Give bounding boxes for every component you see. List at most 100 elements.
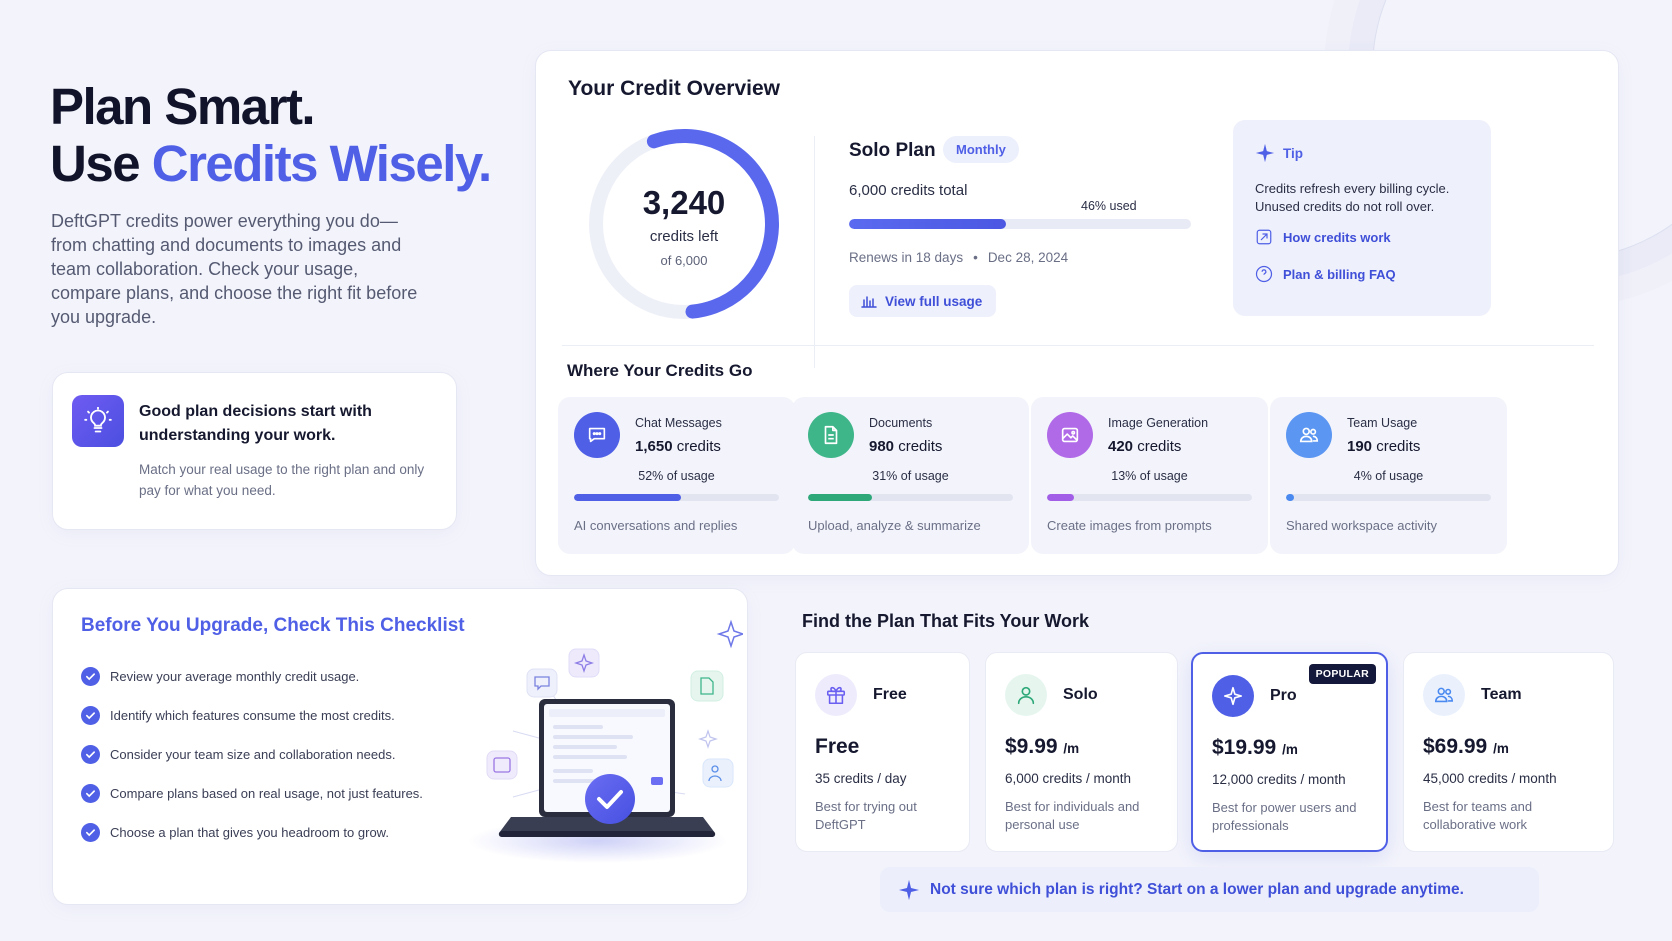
checklist-item: Consider your team size and collaboratio…	[81, 745, 395, 764]
usage-bar-fill	[1286, 494, 1295, 501]
ring-progress	[589, 129, 779, 319]
usage-name: Documents	[869, 416, 933, 430]
horizontal-divider	[562, 345, 1594, 346]
plan-credits: 12,000 credits / month	[1212, 772, 1346, 787]
used-percent: 46% used	[1081, 199, 1137, 213]
usage-progress-fill	[849, 219, 1007, 229]
usage-bar	[1047, 494, 1252, 501]
advice-title: Good plan decisions start with understan…	[139, 403, 372, 444]
usage-name: Team Usage	[1347, 416, 1418, 430]
usage-description: Create images from prompts	[1047, 518, 1212, 533]
overview-title: Your Credit Overview	[568, 77, 781, 100]
renew-date: Dec 28, 2024	[987, 250, 1069, 265]
usage-percent: 13% of usage	[1111, 469, 1188, 483]
check-icon	[81, 706, 100, 725]
usage-percent: 52% of usage	[638, 469, 715, 483]
credits-ring-chart	[589, 129, 779, 319]
usage-credits: 190 credits	[1347, 438, 1421, 455]
checklist-title: Before You Upgrade, Check This Checklist	[81, 615, 465, 636]
usage-name: Image Generation	[1108, 416, 1209, 430]
advice-text: Match your real usage to the right plan …	[139, 462, 425, 498]
plan-hint-banner: Not sure which plan is right? Start on a…	[880, 867, 1539, 912]
plan-best-for: Best for teams and collaborative work	[1423, 799, 1533, 832]
credits-left-value: 3,240	[642, 184, 726, 221]
sparkle-icon	[1255, 143, 1275, 163]
plan-name: Pro	[1270, 687, 1297, 704]
plan-credits: 45,000 credits / month	[1423, 771, 1557, 786]
checklist-item: Compare plans based on real usage, not j…	[81, 784, 423, 803]
sparkle-icon	[898, 879, 920, 900]
checklist-item: Identify which features consume the most…	[81, 706, 395, 725]
team-icon	[1423, 674, 1465, 716]
image-icon	[1047, 412, 1093, 458]
plan-name: Team	[1481, 686, 1522, 703]
usage-credits: 980 credits	[869, 438, 943, 455]
usage-bar-fill	[808, 494, 872, 501]
vertical-divider	[814, 136, 815, 368]
lightbulb-icon	[72, 395, 124, 447]
hero-title: Plan Smart. Use Credits Wisely.	[50, 78, 492, 192]
popular-badge: POPULAR	[1308, 664, 1376, 684]
checklist-item: Review your average monthly credit usage…	[81, 667, 359, 686]
hero-title-line2: Use Credits Wisely.	[50, 135, 492, 192]
plan-best-for: Best for trying out DeftGPT	[815, 799, 917, 832]
laptop-illustration	[468, 619, 743, 863]
plans-title: Find the Plan That Fits Your Work	[802, 611, 1090, 631]
banner-text: Not sure which plan is right? Start on a…	[930, 880, 1464, 898]
how-credits-work-link[interactable]: How credits work	[1255, 228, 1391, 246]
tip-header: Tip	[1255, 143, 1303, 163]
plan-billing-faq-link[interactable]: Plan & billing FAQ	[1255, 265, 1396, 283]
plan-price: Free	[815, 735, 860, 758]
help-circle-icon	[1255, 265, 1273, 283]
credits-total: 6,000 credits total	[849, 182, 968, 199]
plan-card-team[interactable]: Team $69.99 /m 45,000 credits / month Be…	[1403, 652, 1614, 852]
view-full-usage-button[interactable]: View full usage	[849, 285, 997, 317]
hero-title-accent: Credits Wisely.	[151, 135, 492, 192]
credits-of-total: of 6,000	[660, 253, 708, 268]
document-icon	[808, 412, 854, 458]
usage-bar	[574, 494, 779, 501]
checklist-item: Choose a plan that gives you headroom to…	[81, 823, 389, 842]
usage-bar	[808, 494, 1013, 501]
gift-icon	[815, 674, 857, 716]
usage-progress-bar	[849, 219, 1191, 229]
credits-left-label: credits left	[649, 228, 719, 245]
plan-price: $9.99 /m	[1005, 735, 1080, 758]
usage-card-image-generation: Image Generation 420 credits 13% of usag…	[1031, 397, 1268, 554]
usage-description: AI conversations and replies	[574, 518, 738, 533]
usage-card-chat: Chat Messages 1,650 credits 52% of usage…	[558, 397, 795, 554]
usage-card-team: Team Usage 190 credits 4% of usage Share…	[1270, 397, 1507, 554]
plan-best-for: Best for power users and professionals	[1212, 800, 1357, 833]
plan-card-pro[interactable]: POPULAR Pro $19.99 /m 12,000 credits / m…	[1191, 652, 1388, 852]
check-icon	[81, 784, 100, 803]
external-doc-icon	[1256, 229, 1272, 245]
renew-info: Renews in 18 days • Dec 28, 2024	[849, 250, 1069, 265]
plan-card-solo[interactable]: Solo $9.99 /m 6,000 credits / month Best…	[985, 652, 1178, 852]
sparkle-icon	[1212, 675, 1254, 717]
check-icon	[81, 667, 100, 686]
usage-percent: 31% of usage	[872, 469, 949, 483]
plan-name: Solo Plan	[849, 140, 936, 161]
plan-price: $69.99 /m	[1423, 735, 1509, 758]
credits-ring: 3,240 credits left of 6,000	[582, 122, 786, 326]
usage-bar-fill	[574, 494, 681, 501]
plan-best-for: Best for individuals and personal use	[1005, 799, 1140, 832]
plan-price: $19.99 /m	[1212, 736, 1298, 759]
upgrade-checklist-card: Before You Upgrade, Check This Checklist…	[52, 588, 748, 905]
usage-credits: 420 credits	[1108, 438, 1182, 455]
usage-percent: 4% of usage	[1353, 469, 1424, 483]
plan-credits: 6,000 credits / month	[1005, 771, 1132, 786]
bar-chart-icon	[861, 296, 877, 308]
tip-box: Tip Credits refresh every billing cycle.…	[1233, 120, 1491, 316]
credit-overview-card: Your Credit Overview 3,240 credits left …	[535, 50, 1619, 576]
chat-icon	[574, 412, 620, 458]
usage-bar-fill	[1047, 494, 1074, 501]
advice-card: Good plan decisions start with understan…	[52, 372, 457, 530]
hero-description: DeftGPT credits power everything you do—…	[51, 211, 418, 327]
plan-badge: Monthly	[943, 136, 1019, 163]
plan-card-free[interactable]: Free Free 35 credits / day Best for tryi…	[795, 652, 970, 852]
team-icon	[1286, 412, 1332, 458]
hero-title-line1: Plan Smart.	[50, 78, 316, 135]
usage-description: Shared workspace activity	[1286, 518, 1438, 533]
plan-credits: 35 credits / day	[815, 771, 907, 786]
